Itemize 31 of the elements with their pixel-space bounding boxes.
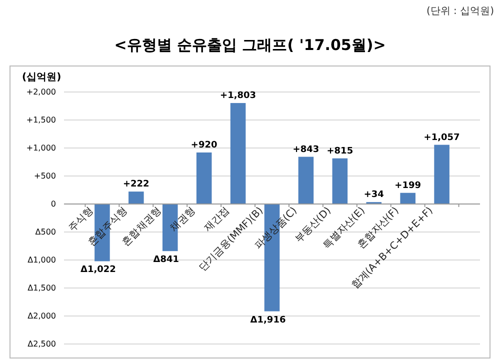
y-tick-label: Δ2,000 (28, 312, 56, 321)
data-label: +222 (123, 180, 150, 190)
y-tick-label: Δ1,500 (28, 284, 56, 293)
bar (196, 152, 212, 204)
data-label: +815 (326, 146, 354, 156)
data-label: +920 (190, 140, 218, 150)
y-tick-label: +2,000 (26, 88, 56, 97)
y-tick-label: Δ2,500 (28, 340, 56, 349)
bar (434, 144, 450, 204)
bar (230, 103, 246, 204)
y-tick-label: +500 (34, 172, 56, 181)
bar (298, 156, 314, 204)
y-tick-label: +1,000 (26, 144, 56, 153)
bar (332, 158, 348, 204)
data-label: Δ1,916 (250, 315, 286, 326)
data-label: +843 (292, 144, 320, 155)
data-label: +1,057 (424, 132, 460, 143)
bar (128, 192, 144, 204)
data-label: +199 (394, 180, 421, 191)
y-tick-label: Δ1,000 (28, 256, 56, 265)
data-label: Δ841 (153, 255, 180, 266)
y-tick-label: +1,500 (26, 116, 56, 125)
data-label: +34 (364, 190, 384, 200)
y-axis-title: (십억원) (22, 72, 62, 83)
y-tick-label: 0 (50, 200, 56, 209)
text: (단위 : 십억원) (426, 6, 494, 17)
data-label: +1,803 (220, 91, 256, 102)
y-tick-label: Δ500 (35, 228, 56, 237)
data-label: Δ1,022 (80, 265, 116, 276)
bar (400, 192, 416, 204)
chart-title: <유형별 순유출입 그래프( '17.05월)> (114, 36, 386, 54)
